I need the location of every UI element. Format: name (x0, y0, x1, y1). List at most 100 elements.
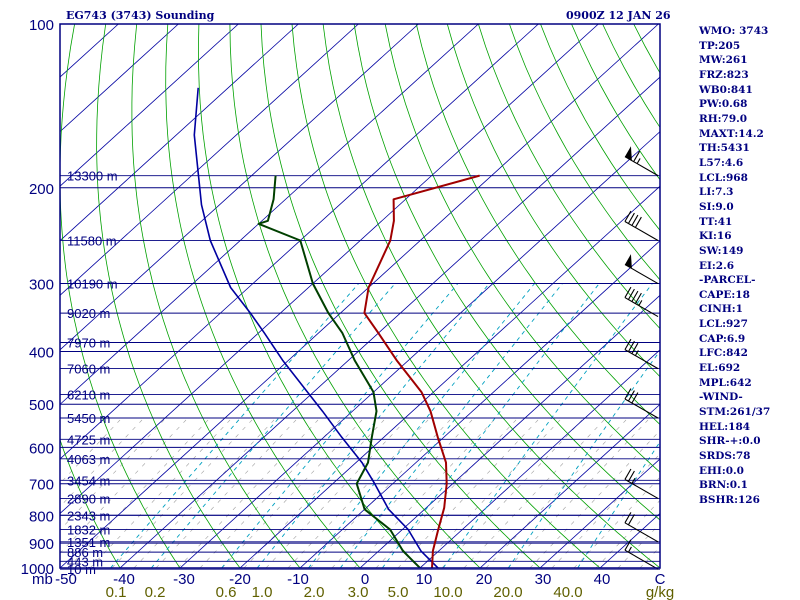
wind-barb (624, 338, 659, 370)
wind-barb (624, 512, 659, 543)
wind-barb-feather (624, 388, 632, 400)
temperature-tick-label: -20 (229, 571, 251, 588)
mixing-ratio-label: 2.0 (304, 584, 325, 600)
mixing-ratio-label: 0.6 (216, 584, 237, 600)
pressure-tick-label: 800 (29, 508, 54, 525)
isotherm-line (539, 458, 660, 568)
isotherm-line (60, 24, 299, 242)
sounding-index: LI:7.3 (699, 186, 734, 199)
sounding-index: SRDS:78 (699, 450, 751, 463)
isotherm-line (479, 403, 660, 568)
height-label: 4725 m (67, 432, 110, 447)
height-label: 4063 m (67, 452, 110, 467)
wind-barb-staff (624, 478, 659, 499)
height-label: 3454 m (67, 473, 110, 488)
sounding-index: FRZ:823 (699, 68, 749, 81)
isotherm-line (60, 24, 539, 460)
height-label: 10190 m (67, 277, 118, 292)
wind-barb-staff (624, 297, 659, 318)
mixing-ratio-line (381, 283, 600, 568)
valid-time: 0900Z 12 JAN 26 (566, 9, 671, 22)
sounding-index: CAP:6.9 (699, 332, 746, 345)
sounding-index: EL:692 (699, 362, 741, 375)
wind-barb (624, 254, 659, 285)
sounding-index: SW:149 (699, 244, 744, 257)
temperature-tick-label: -40 (113, 571, 135, 588)
height-label: 7060 m (67, 362, 110, 377)
pressure-tick-label: 300 (29, 277, 54, 294)
temperature-tick-label: 30 (535, 571, 552, 588)
wind-barb (624, 388, 659, 419)
height-label: 10 m (67, 562, 96, 577)
sounding-indices-panel: WMO: 3743 TP:205 MW:261 FRZ:823 WB0:841 PW:0.… (699, 24, 799, 508)
wind-barb-feather (627, 390, 635, 402)
pressure-tick-label: 1000 (21, 561, 54, 578)
mixing-ratio-line (308, 283, 535, 568)
background-hatch (60, 419, 143, 508)
temperature-tick-label: 20 (476, 571, 493, 588)
isotherm-line (60, 24, 239, 187)
mixing-ratio-line (442, 283, 653, 568)
pressure-tick-label: 600 (29, 440, 54, 457)
mixing-ratio-line (507, 350, 660, 568)
height-label: 886 m (67, 545, 103, 560)
height-label: 1351 m (67, 535, 110, 550)
wind-barb-half-feather (634, 350, 639, 356)
wind-barb-feather (627, 470, 635, 482)
temperature-tick-label: 0 (361, 571, 369, 588)
wind-barb-staff (624, 221, 659, 241)
wind-barbs (624, 146, 659, 570)
temperature-trace (363, 174, 480, 568)
isotherm-line (60, 24, 479, 405)
height-label: 5450 m (67, 411, 110, 426)
wind-barb (624, 210, 659, 241)
parcel-trace (193, 87, 439, 568)
wind-barb-feather (624, 210, 632, 222)
mixing-ratio-line (221, 283, 459, 568)
sounding-index: SHR-+:0.0 (699, 435, 761, 448)
wind-barb-half-feather (638, 300, 643, 306)
mixing-ratio-label: g/kg (646, 584, 674, 600)
sounding-index: WMO: 3743 (699, 25, 769, 37)
background-hatch (60, 419, 165, 531)
mixing-ratio-label: 0.2 (145, 584, 166, 600)
wind-barb-feather (627, 288, 635, 300)
wind-barb-feather (631, 392, 639, 404)
mixing-ratio-label: 5.0 (388, 584, 409, 600)
wind-barb-feather (627, 340, 635, 352)
sounding-index: MW:261 (699, 54, 748, 67)
temperature-tick-label: -30 (173, 571, 195, 588)
wind-barb-feather (624, 468, 632, 480)
isotherm-line (60, 24, 179, 133)
wind-barb-feather (624, 539, 632, 551)
wind-barb-staff (624, 522, 659, 543)
plot-frame (59, 23, 661, 569)
height-label: 11580 m (67, 233, 117, 248)
mixing-ratio-line (150, 283, 396, 568)
wind-barb (624, 468, 659, 499)
wind-barb (624, 539, 659, 570)
wind-barb-staff (624, 156, 659, 177)
mixing-ratio-line (339, 283, 563, 568)
height-label: 7970 m (67, 335, 110, 350)
height-label: 9020 m (67, 306, 110, 321)
sounding-index: SI:9.0 (699, 200, 734, 213)
wind-barb-feather (634, 216, 642, 228)
isotherm-line (179, 131, 660, 568)
wind-barb-feather (627, 514, 635, 526)
height-label: 443 m (67, 554, 103, 569)
mixing-ratio-line (110, 283, 359, 568)
wind-barb-feather (633, 150, 641, 162)
pressure-tick-label: 200 (29, 181, 54, 198)
isotherm-line (119, 76, 660, 568)
height-label: 13300 m (67, 169, 118, 184)
isotherm-line (60, 24, 659, 568)
height-label: 2890 m (67, 491, 110, 506)
mixing-ratio-label: 20.0 (493, 584, 522, 600)
height-labels: 13300 m 11580 m 10190 m 9020 m 7970 m 7060 m 6… (67, 169, 118, 578)
temperature-tick-label: -10 (287, 571, 309, 588)
wind-barb-half-feather (631, 477, 636, 484)
isotherm-line (60, 24, 359, 296)
